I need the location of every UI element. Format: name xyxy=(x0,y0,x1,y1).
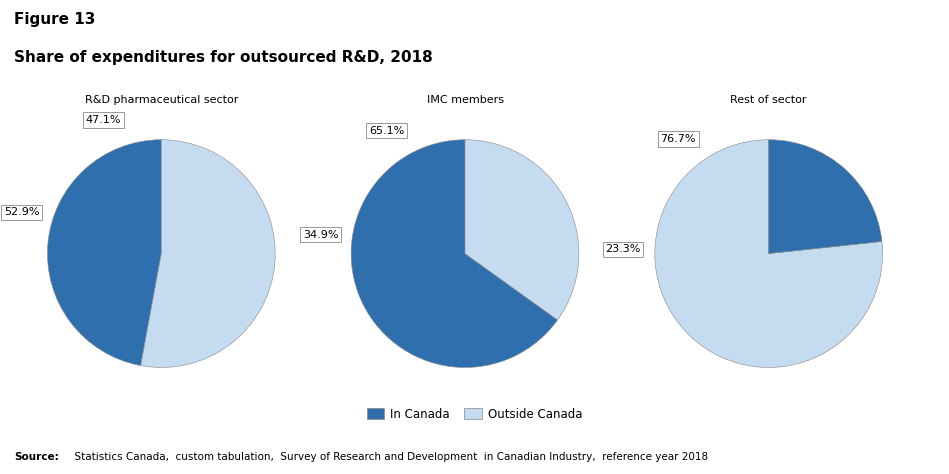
Title: R&D pharmaceutical sector: R&D pharmaceutical sector xyxy=(84,95,238,105)
Wedge shape xyxy=(465,140,579,320)
Wedge shape xyxy=(769,140,882,254)
Text: Source:: Source: xyxy=(14,452,59,462)
Text: Statistics Canada,  custom tabulation,  Survey of Research and Development  in C: Statistics Canada, custom tabulation, Su… xyxy=(68,452,709,462)
Text: 76.7%: 76.7% xyxy=(661,134,696,144)
Text: 65.1%: 65.1% xyxy=(369,126,404,136)
Text: 23.3%: 23.3% xyxy=(605,245,641,255)
Text: 52.9%: 52.9% xyxy=(4,207,39,217)
Title: IMC members: IMC members xyxy=(426,95,504,105)
Wedge shape xyxy=(655,140,883,367)
Text: Share of expenditures for outsourced R&D, 2018: Share of expenditures for outsourced R&D… xyxy=(14,50,433,65)
Legend: In Canada, Outside Canada: In Canada, Outside Canada xyxy=(362,403,587,426)
Title: Rest of sector: Rest of sector xyxy=(731,95,807,105)
Text: Figure 13: Figure 13 xyxy=(14,12,96,27)
Wedge shape xyxy=(140,140,275,367)
Wedge shape xyxy=(351,140,558,367)
Text: 47.1%: 47.1% xyxy=(85,115,121,125)
Wedge shape xyxy=(47,140,161,365)
Text: 34.9%: 34.9% xyxy=(303,230,338,240)
